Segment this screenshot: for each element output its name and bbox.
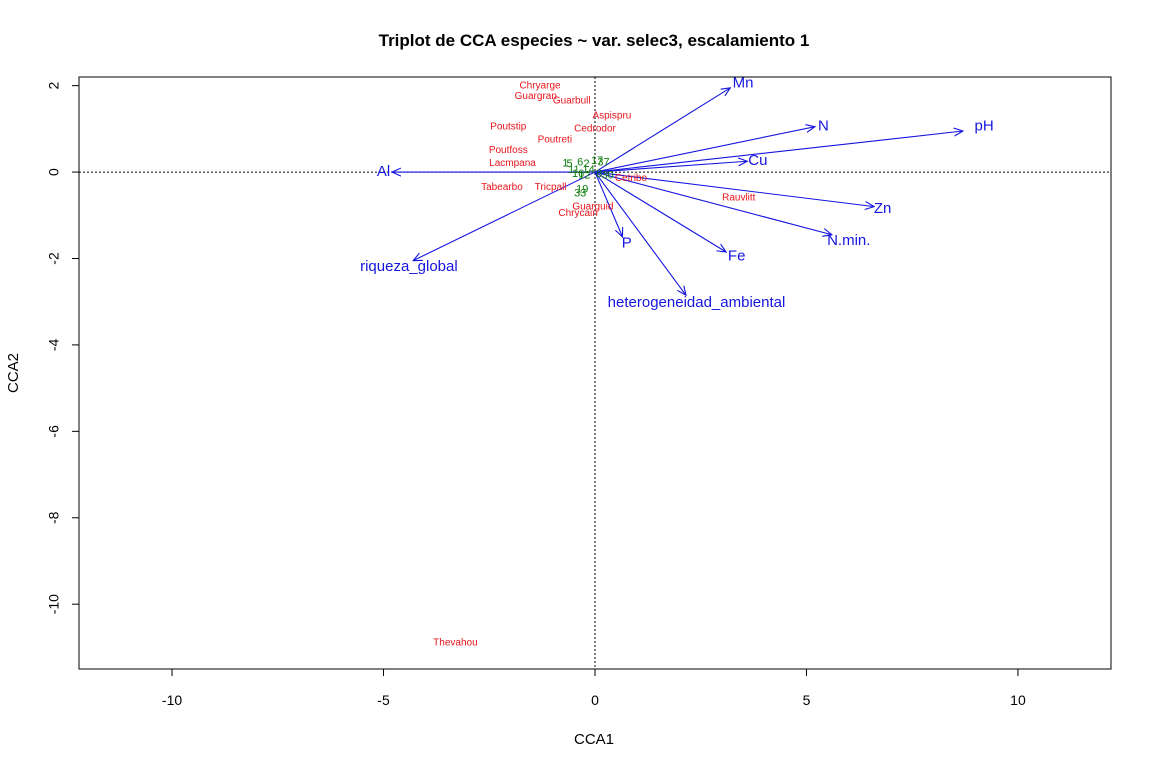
arrow-label: N [818,118,829,135]
site-point: 12 [578,169,590,181]
y-axis: 2 0 -2 -4 -6 -8 -10 [46,82,80,614]
species-point: Guarbull [553,95,591,106]
species-point: Cetribo [615,173,648,184]
site-point: 5 [567,158,573,170]
arrow-mn [594,88,730,173]
arrow-label: heterogeneidad_ambiental [608,294,786,311]
site-point: 6 [577,156,583,168]
site-point: 19 [576,183,588,195]
y-axis-label: CCA2 [5,353,22,393]
species-point: Rauvlitt [722,193,756,204]
arrow-label: Fe [728,247,746,264]
x-tick-label: 10 [1010,692,1026,708]
species-point: Tabearbo [481,182,523,193]
arrow-zn [594,171,874,207]
site-point: 37 [597,156,609,168]
chart-title: Triplot de CCA especies ~ var. selec3, e… [379,31,810,50]
site-point: 8 [596,168,602,180]
site-point: 30 [602,169,614,181]
species-point: Aspispru [592,111,631,122]
arrow-heterogeneidad-ambiental [594,171,686,295]
site-point: 11 [568,164,579,176]
environmental-arrows [392,88,963,295]
species-point: Cedrodor [574,123,616,134]
x-axis: -10 -5 0 5 10 [162,668,1026,708]
arrow-label: P [622,234,632,251]
arrow-label: Al [377,163,390,180]
site-point: 1 [562,157,568,169]
y-tick-label: -2 [46,252,62,265]
arrow-label: Mn [733,74,754,91]
arrow-cu [594,161,747,173]
arrow-labels: Mn N pH Cu Al ZnN.min. Fe Priqueza_globalhetero… [360,74,994,311]
arrow-n-min- [594,171,832,235]
arrow-p [594,171,622,237]
x-tick-label: 5 [803,692,811,708]
arrow-fe [594,171,726,252]
species-point: Poutstip [490,121,527,132]
y-tick-label: -4 [46,338,62,351]
arrow-label: riqueza_global [360,258,458,275]
site-point: 17 [591,155,603,167]
x-axis-label: CCA1 [574,731,614,748]
species-point: Tricpall [535,182,567,193]
arrow-label: pH [975,118,994,135]
site-point: 16 [572,168,584,180]
species-point: Lacmpana [489,158,536,169]
y-tick-label: 0 [46,168,62,176]
y-tick-label: -6 [46,425,62,438]
site-point: 33 [574,188,586,200]
arrow-label: Cu [748,152,767,169]
x-tick-label: -10 [162,692,182,708]
site-point: 2 [583,158,589,170]
y-tick-label: -8 [46,511,62,524]
arrow-riqueza-global [413,171,596,261]
x-tick-label: 0 [591,692,599,708]
species-point: Guargran [515,91,557,102]
species-point: Poutreti [538,134,572,145]
arrow-label: Zn [874,200,892,217]
arrow-ph [594,131,963,173]
site-point: 14 [583,164,595,176]
x-tick-label: -5 [377,692,390,708]
arrow-n [594,127,815,173]
y-tick-label: -10 [46,594,62,614]
species-point: Guarguid [572,201,613,212]
species-point: Chrycain [558,208,597,219]
species-point: Chryarge [519,80,561,91]
species-point: Thevahou [433,638,477,649]
y-tick-label: 2 [46,82,62,90]
species-point: Poutfoss [489,145,528,156]
arrow-label: N.min. [827,232,870,249]
